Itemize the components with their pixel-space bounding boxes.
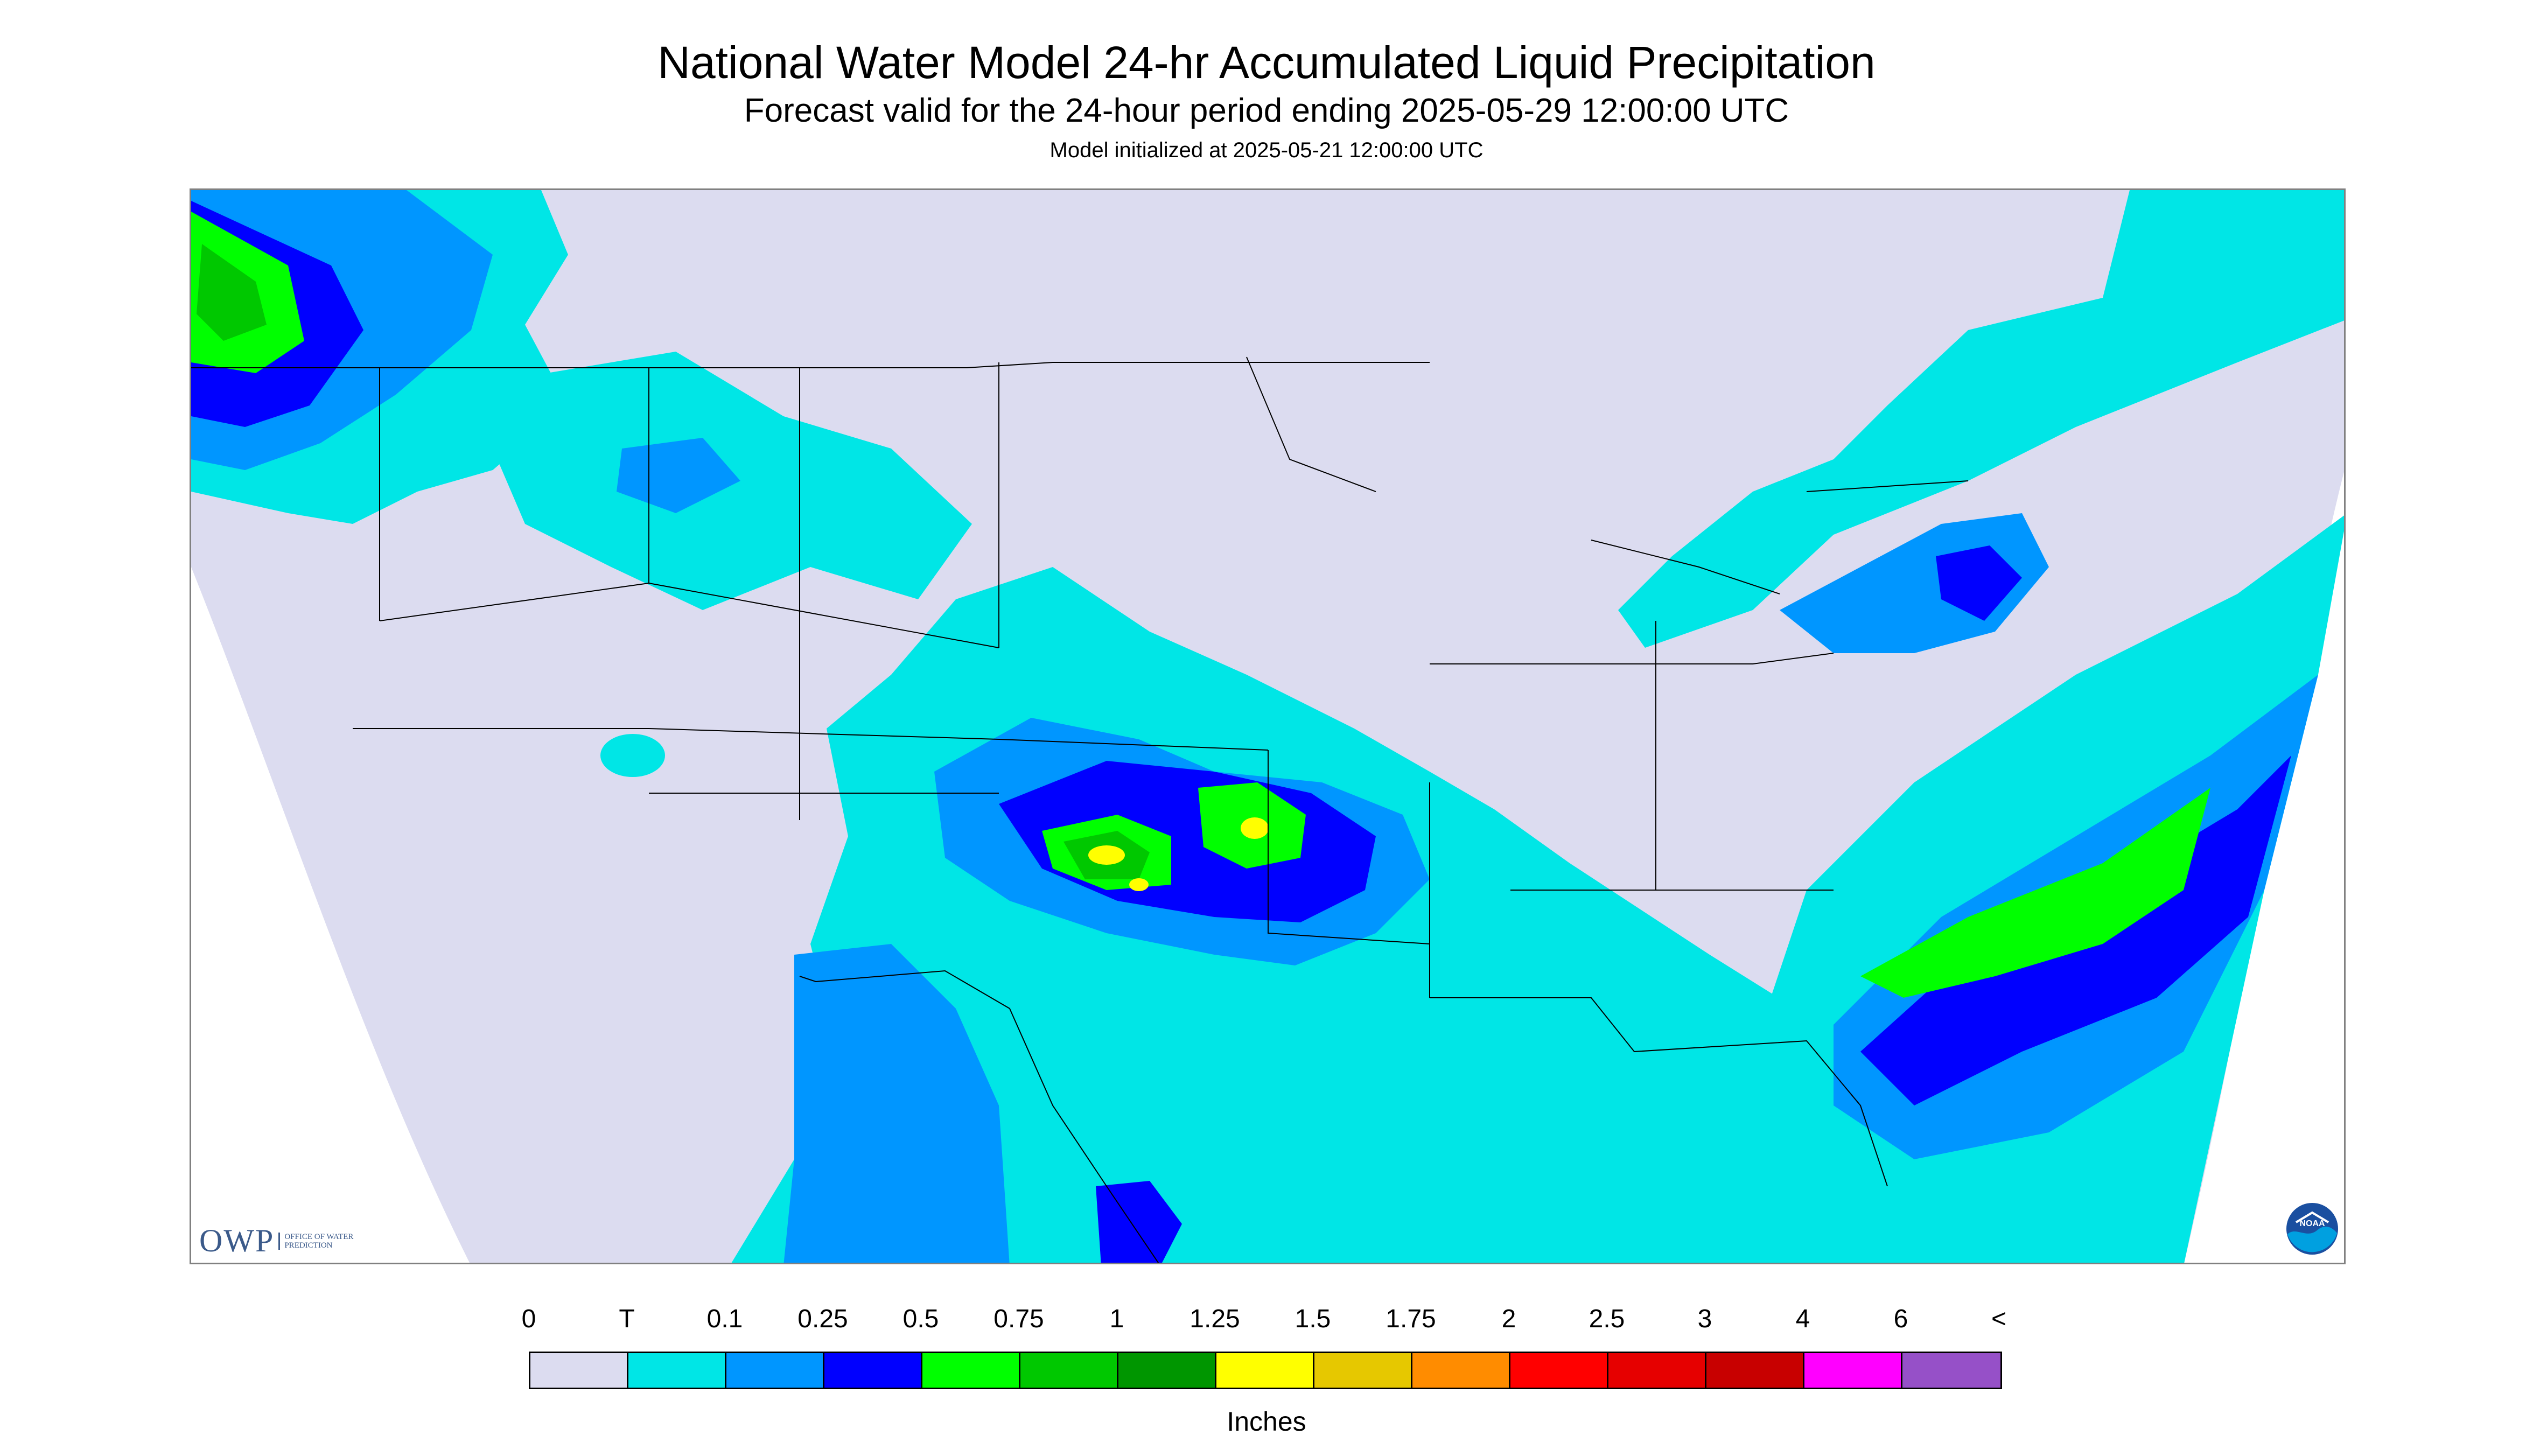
legend-label: <	[1991, 1305, 2007, 1333]
precip-rockies-light	[617, 438, 740, 513]
legend-label: 0.25	[797, 1305, 848, 1333]
legend-swatch	[628, 1353, 726, 1388]
legend-swatch	[1118, 1353, 1216, 1388]
legend-label: 1.5	[1295, 1305, 1331, 1333]
legend-label: 0.75	[993, 1305, 1044, 1333]
precip-atlantic-heavy	[1860, 788, 2210, 998]
precip-northeast-trace	[1618, 190, 2344, 648]
owp-logo-text: OWP	[199, 1223, 275, 1258]
precip-plains-max-2	[1129, 878, 1149, 891]
map-svg	[191, 190, 2344, 1263]
map-borders	[191, 356, 1969, 1263]
precip-pnw-heavier	[197, 244, 267, 341]
legend-label: 1	[1109, 1305, 1124, 1333]
legend-swatch	[530, 1353, 628, 1388]
legend-label: 0.1	[706, 1305, 743, 1333]
owp-logo: OWP OFFICE OF WATER PREDICTION	[199, 1222, 360, 1259]
legend-swatch	[1314, 1353, 1412, 1388]
precip-northeast-moderate	[1936, 545, 2022, 621]
legend-label: 2.5	[1589, 1305, 1625, 1333]
precipitation-map[interactable]	[190, 188, 2346, 1264]
legend-label: 4	[1795, 1305, 1810, 1333]
noaa-logo-text: NOAA	[2299, 1219, 2325, 1228]
model-init-label: Model initialized at 2025-05-21 12:00:00…	[1049, 138, 1484, 162]
legend-swatch	[1608, 1353, 1706, 1388]
legend-swatch	[1804, 1353, 1902, 1388]
legend-swatch	[1216, 1353, 1314, 1388]
legend-label: 1.75	[1386, 1305, 1436, 1333]
precip-idaho-cell	[600, 734, 665, 777]
legend-label: 1.25	[1189, 1305, 1240, 1333]
forecast-valid-subtitle: Forecast valid for the 24-hour period en…	[744, 92, 1789, 129]
legend-label: 2	[1501, 1305, 1516, 1333]
precip-gulf-light	[783, 944, 1010, 1263]
legend-swatch	[922, 1353, 1020, 1388]
legend-label: 6	[1893, 1305, 1908, 1333]
precip-plains-max-3	[1241, 817, 1269, 839]
legend-swatch	[1902, 1353, 2000, 1388]
legend-swatch	[1020, 1353, 1118, 1388]
legend-swatch	[1706, 1353, 1804, 1388]
legend-swatch	[1412, 1353, 1510, 1388]
owp-logo-subtext: OFFICE OF WATER PREDICTION	[278, 1232, 360, 1250]
legend-label: T	[619, 1305, 635, 1333]
legend-label: 0.5	[902, 1305, 939, 1333]
legend-swatch	[726, 1353, 824, 1388]
legend-label: 3	[1697, 1305, 1712, 1333]
legend-label: 0	[521, 1305, 536, 1333]
noaa-logo-icon: NOAA	[2286, 1203, 2338, 1255]
legend-swatch	[824, 1353, 922, 1388]
page-title: National Water Model 24-hr Accumulated L…	[657, 37, 1876, 88]
precip-plains-max-1	[1088, 845, 1125, 865]
legend-units: Inches	[1227, 1406, 1306, 1437]
legend-labels: 0 T 0.1 0.25 0.5 0.75 1 1.25 1.5 1.75 2 …	[0, 1303, 2533, 1335]
color-legend	[529, 1352, 2002, 1389]
legend-swatch	[1510, 1353, 1608, 1388]
